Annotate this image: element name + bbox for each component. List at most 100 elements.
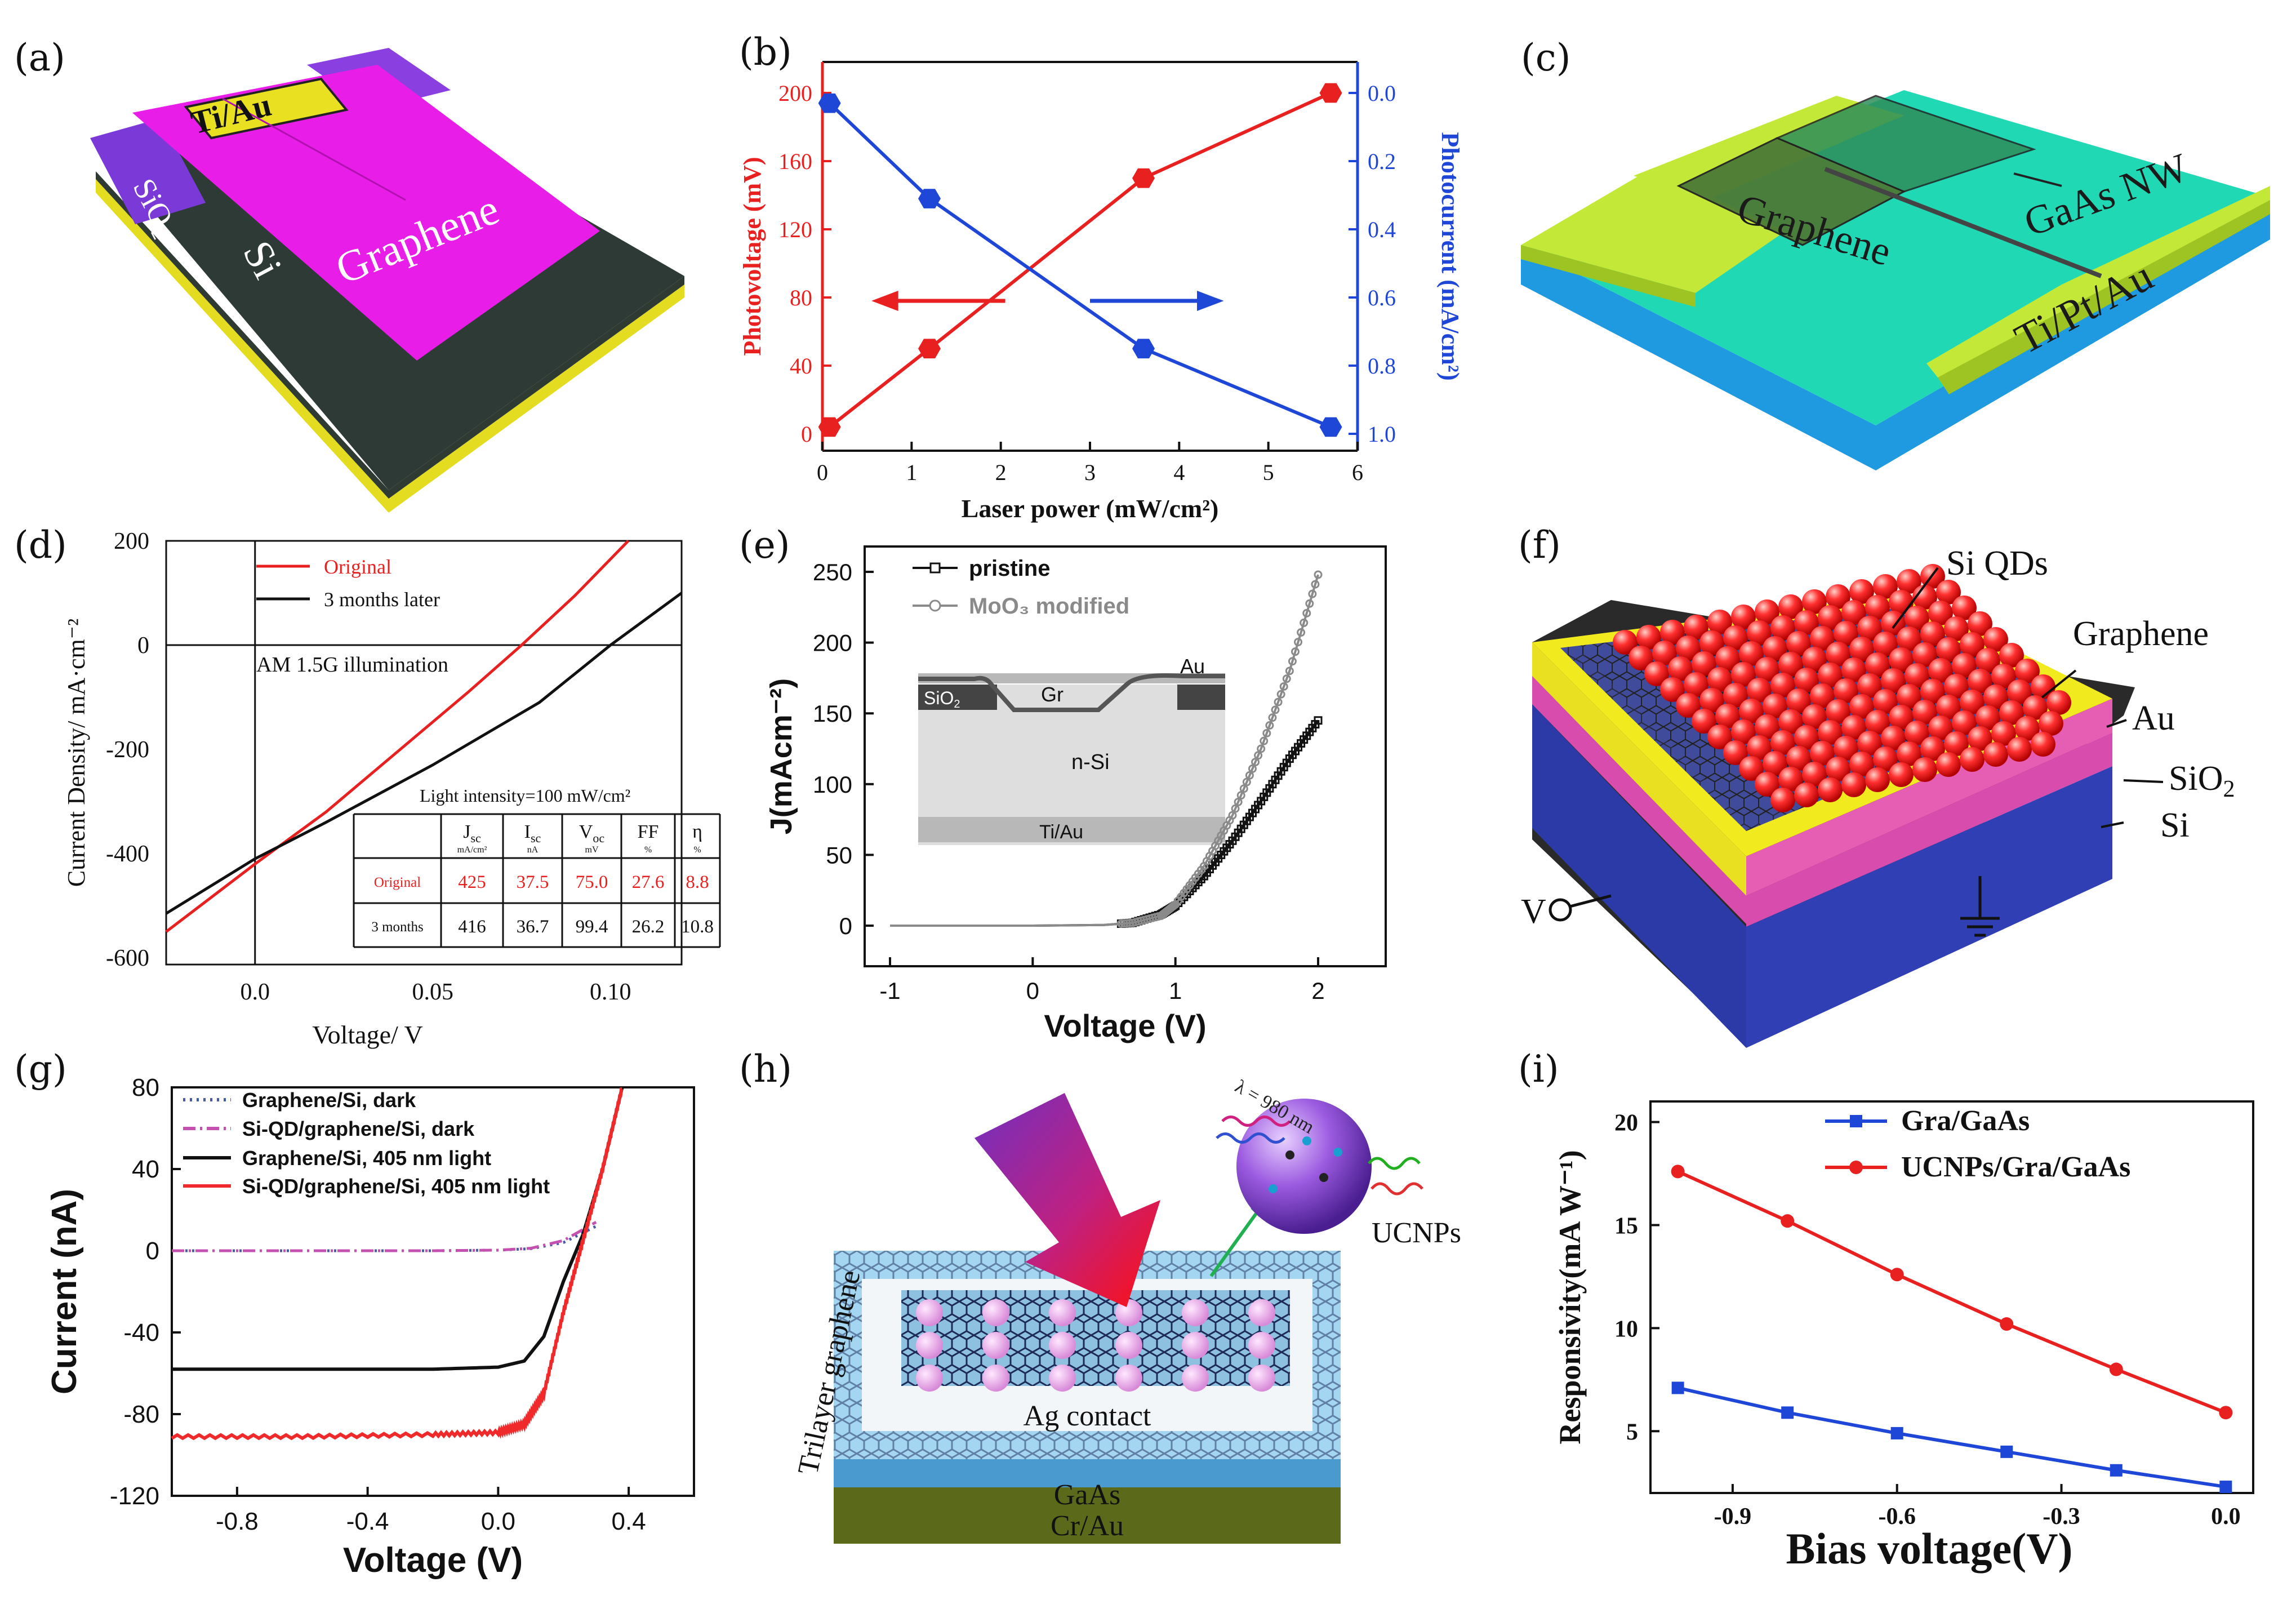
- y2-tick-label: 0.8: [1368, 353, 1396, 379]
- quantum-dot: [1747, 678, 1772, 703]
- data-point: [1291, 647, 1300, 656]
- quantum-dot: [1810, 626, 1835, 651]
- quantum-dot: [1960, 690, 1984, 714]
- x-tick-label: -0.6: [1878, 1504, 1916, 1530]
- data-point: [1271, 705, 1280, 714]
- y-tick-label: 80: [790, 285, 812, 310]
- inset-label-au: Au: [1180, 655, 1205, 678]
- y-axis-label: Photovoltage (mV): [738, 157, 766, 356]
- data-point-photocurrent: [818, 93, 841, 113]
- data-point: [2219, 1406, 2233, 1420]
- quantum-dot: [1715, 646, 1740, 671]
- y-tick-label: 250: [813, 559, 852, 585]
- data-point-photovoltage: [818, 417, 841, 437]
- quantum-dot: [1676, 693, 1701, 718]
- chart-e: (e) -1 0 1 2 0 50 100 150 200 250 Voltage (V) J(mAc…: [739, 523, 1387, 1043]
- x-tick-label: 2: [995, 460, 1007, 485]
- data-point: [1236, 791, 1245, 800]
- y2-tick-label: 0.2: [1368, 149, 1396, 174]
- quantum-dot: [1786, 746, 1811, 771]
- x-tick-label: 1: [906, 460, 917, 485]
- table-header-unit-0: mA/cm²: [457, 845, 487, 855]
- quantum-dot: [1731, 605, 1756, 629]
- data-point: [1308, 589, 1317, 598]
- ucnp-particle: [1115, 1332, 1142, 1359]
- label-si-qds: Si QDs: [1946, 544, 2048, 583]
- data-point: [1297, 628, 1306, 637]
- label-ag-contact: Ag contact: [1024, 1400, 1151, 1432]
- x-tick-label: 6: [1352, 460, 1363, 485]
- data-point: [1302, 608, 1311, 617]
- x-axis-label: Voltage (V): [343, 1541, 523, 1580]
- series-line-original: [165, 540, 630, 933]
- legend-label-0: Gra/GaAs: [1901, 1105, 2030, 1137]
- table-cell: 416: [458, 917, 486, 937]
- quantum-dot: [2031, 732, 2055, 757]
- inset-tiau: [918, 817, 1225, 842]
- data-point: [1268, 713, 1277, 722]
- chart-g: (g) -0.8 -0.4 0.0 0.4 80 40 0 -40 -80 -120 Voltage…: [14, 1047, 695, 1580]
- x-tick-label: 0.0: [241, 979, 270, 1005]
- table-header-0: Jsc: [463, 821, 481, 845]
- quantum-dot: [1747, 620, 1772, 645]
- quantum-dot: [1857, 673, 1882, 698]
- table-cell: 10.8: [681, 917, 714, 937]
- quantum-dot: [1731, 662, 1756, 687]
- quantum-dot: [1834, 736, 1858, 761]
- quantum-dot: [1881, 668, 1906, 693]
- device-f-illustration: Si QDs Graphene Au SiO2 Si V: [1521, 544, 2235, 1048]
- quantum-dot: [1747, 735, 1772, 760]
- quantum-dot: [1826, 757, 1850, 781]
- y-tick-label: -200: [106, 737, 149, 763]
- annotation-am15g: AM 1.5G illumination: [256, 653, 448, 677]
- quantum-dot: [1952, 596, 1977, 620]
- data-point: [1257, 744, 1266, 753]
- x-tick-label: 1: [1169, 977, 1182, 1004]
- quantum-dot: [1763, 636, 1787, 661]
- ucnp-particle: [1248, 1299, 1275, 1326]
- y-tick-label: 0: [137, 633, 149, 659]
- y2-tick-label: 0.0: [1368, 81, 1396, 106]
- series-line-1: [172, 1221, 597, 1252]
- label-crau: Cr/Au: [1051, 1510, 1124, 1542]
- data-point: [2109, 1362, 2123, 1376]
- quantum-dot: [1826, 584, 1850, 609]
- quantum-dot: [2007, 679, 2032, 704]
- quantum-dot: [1763, 751, 1787, 776]
- arrow-right-head: [1197, 291, 1224, 312]
- quantum-dot: [1770, 673, 1795, 697]
- label-gaas-h: GaAs: [1054, 1479, 1120, 1511]
- quantum-dot: [1999, 643, 2024, 668]
- data-point: [1276, 690, 1285, 699]
- quantum-dot: [1897, 684, 1921, 709]
- quantum-dot: [1865, 652, 1890, 677]
- table-cell: 8.8: [686, 872, 709, 892]
- quantum-dot: [1873, 689, 1898, 714]
- quantum-dot: [1755, 772, 1779, 797]
- quantum-dot: [2039, 711, 2063, 736]
- data-point: [1228, 811, 1237, 820]
- quantum-dot: [1897, 569, 1921, 594]
- chart-d: (d) 0.0 0.05 0.10 200 0 -200 -400 -600 Voltage/ …: [14, 523, 721, 1049]
- table-cell: 425: [458, 872, 486, 892]
- quantum-dot: [1794, 725, 1819, 750]
- quantum-dot: [1652, 641, 1677, 665]
- data-point: [2000, 1317, 2014, 1331]
- quantum-dot: [1881, 726, 1906, 750]
- inset-device: SiO2 Gr Au n-Si Ti/Au: [918, 655, 1225, 845]
- y-tick-label: -80: [123, 1401, 159, 1428]
- y-tick-label: 15: [1614, 1213, 1638, 1239]
- quantum-dot: [1873, 574, 1898, 599]
- x-tick-label: 0: [1026, 977, 1039, 1004]
- quantum-dot: [1676, 636, 1701, 660]
- inset-graphene: [918, 673, 1225, 712]
- inset-label-n-si: n-Si: [1071, 750, 1110, 774]
- table-cell: 36.7: [517, 917, 549, 937]
- y-tick-label: 150: [813, 700, 852, 727]
- quantum-dot: [1952, 653, 1977, 678]
- quantum-dot: [1936, 580, 1961, 605]
- quantum-dot: [1865, 595, 1890, 620]
- quantum-dot: [1841, 715, 1866, 740]
- device-a-illustration: Ti/Au SiO2 Si Graphene: [90, 48, 684, 513]
- quantum-dot: [2007, 737, 2032, 762]
